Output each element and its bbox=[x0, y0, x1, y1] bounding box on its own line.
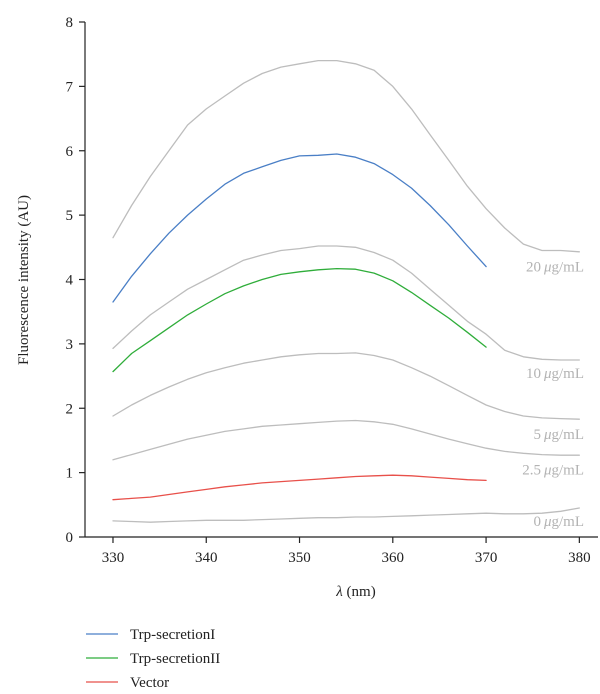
concentration-value: 5 bbox=[533, 427, 544, 443]
y-tick-label: 3 bbox=[66, 337, 74, 353]
y-tick-label: 4 bbox=[66, 273, 74, 289]
series-line-10-g-ml bbox=[112, 245, 580, 361]
x-tick-label: 340 bbox=[195, 550, 218, 566]
series-line-trp-secretioni bbox=[112, 153, 487, 303]
y-tick-label: 1 bbox=[66, 466, 74, 482]
chart-axes: 0 1 2 3 4 5 6 7 8 330 340 350 360 370 380 bbox=[66, 15, 598, 566]
y-tick-label: 2 bbox=[66, 401, 74, 417]
concentration-label: 10 μg/mL bbox=[526, 366, 584, 382]
concentration-unit-mu: μ bbox=[543, 427, 552, 443]
concentration-unit-rest: g/mL bbox=[552, 427, 585, 443]
concentration-unit-rest: g/mL bbox=[552, 366, 585, 382]
y-axis-label: Fluorescence intensity (AU) bbox=[16, 195, 32, 365]
legend-label: Trp-secretionI bbox=[130, 627, 215, 643]
series-line-vector bbox=[112, 474, 487, 501]
concentration-value: 2.5 bbox=[522, 462, 544, 478]
concentration-unit-rest: g/mL bbox=[552, 462, 585, 478]
x-tick-label: 380 bbox=[568, 550, 591, 566]
concentration-unit-rest: g/mL bbox=[552, 514, 585, 530]
y-tick-label: 6 bbox=[66, 144, 74, 160]
concentration-unit-mu: μ bbox=[543, 514, 552, 530]
concentration-unit-mu: μ bbox=[543, 462, 552, 478]
concentration-unit-mu: μ bbox=[543, 260, 552, 276]
legend-label: Trp-secretionII bbox=[130, 651, 220, 667]
legend-label: Vector bbox=[130, 675, 169, 691]
x-tick-label: 350 bbox=[288, 550, 311, 566]
concentration-label: 20 μg/mL bbox=[526, 260, 584, 276]
legend: Trp-secretionI Trp-secretionII Vector bbox=[86, 627, 220, 691]
concentration-unit-rest: g/mL bbox=[552, 260, 585, 276]
series-line-2-5-g-ml bbox=[112, 419, 580, 461]
x-axis-label: λ (nm) bbox=[335, 584, 375, 600]
series-line-0-g-ml bbox=[112, 507, 580, 523]
concentration-value: 0 bbox=[533, 514, 544, 530]
y-tick-label: 5 bbox=[66, 208, 74, 224]
concentration-value: 10 bbox=[526, 366, 544, 382]
series-line-20-g-ml bbox=[112, 59, 580, 253]
concentration-label: 0 μg/mL bbox=[533, 514, 584, 530]
x-axis-label-unit: (nm) bbox=[343, 584, 376, 600]
x-tick-label: 370 bbox=[475, 550, 498, 566]
y-tick-label: 8 bbox=[66, 15, 74, 31]
x-tick-label: 360 bbox=[382, 550, 405, 566]
concentration-unit-mu: μ bbox=[543, 366, 552, 382]
series-lines bbox=[112, 59, 580, 523]
concentration-label: 5 μg/mL bbox=[533, 427, 584, 443]
series-line-trp-secretionii bbox=[112, 267, 487, 373]
concentration-value: 20 bbox=[526, 260, 544, 276]
series-line-5-g-ml bbox=[112, 352, 580, 420]
y-tick-label: 0 bbox=[66, 530, 74, 546]
x-tick-label: 330 bbox=[102, 550, 125, 566]
x-axis-label-symbol: λ bbox=[335, 584, 343, 600]
concentration-label: 2.5 μg/mL bbox=[522, 462, 584, 478]
y-tick-label: 7 bbox=[66, 79, 74, 95]
